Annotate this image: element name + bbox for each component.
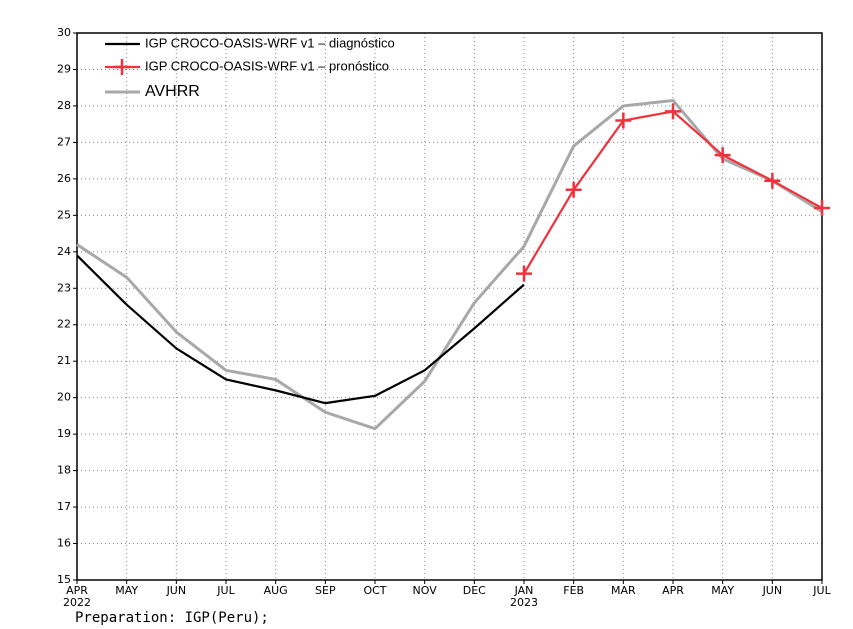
y-tick-label: 27 [57,135,71,148]
y-tick-label: 30 [57,26,71,39]
y-tick-label: 24 [57,245,71,258]
y-tick-label: 16 [57,537,71,550]
x-tick-label: JUN [166,584,187,597]
y-tick-label: 19 [57,427,71,440]
y-tick-label: 28 [57,99,71,112]
legend-label: IGP CROCO-OASIS-WRF v1 – pronóstico [145,58,389,73]
point-marker [764,172,781,189]
y-tick-label: 22 [57,318,71,331]
x-tick-label: JUN [762,584,783,597]
x-tick-label: OCT [363,584,386,597]
x-tick-label: NOV [413,584,438,597]
y-tick-label: 20 [57,391,71,404]
y-tick-label: 25 [57,208,71,221]
point-marker [665,103,681,120]
x-tick-label: FEB [563,584,584,597]
y-tick-label: 21 [57,354,71,367]
series-line [76,254,525,405]
x-tick-label: MAY [115,584,138,597]
x-tick-label: JUL [812,584,831,597]
y-tick-label: 23 [57,281,71,294]
y-tick-label: 18 [57,464,71,477]
footnote: Preparation: IGP(Peru); [75,610,269,626]
y-tick-label: 17 [57,500,71,513]
x-year-label: 2022 [63,596,91,609]
y-tick-label: 26 [57,172,71,185]
point-marker [814,200,830,217]
x-tick-label: SEP [315,584,336,597]
x-tick-label: APR [662,584,684,597]
legend-label: AVHRR [145,83,200,100]
plot-frame [76,32,823,581]
x-year-label: 2023 [510,596,538,609]
x-tick-label: DEC [463,584,486,597]
y-tick-label: 29 [57,62,71,75]
point-marker [714,147,731,164]
x-tick-label: JAN [514,584,534,597]
legend-marker [114,59,130,75]
x-tick-label: MAR [611,584,636,597]
legend-label: IGP CROCO-OASIS-WRF v1 – diagnóstico [145,35,395,50]
x-tick-label: MAY [711,584,734,597]
point-marker [615,112,632,129]
x-tick-label: APR [66,584,88,597]
series-line [76,98,823,431]
x-tick-label: AUG [264,584,288,597]
y-tick-label: 15 [57,573,71,586]
x-tick-label: JUL [216,584,235,597]
point-marker [565,181,582,198]
point-marker [516,265,532,282]
